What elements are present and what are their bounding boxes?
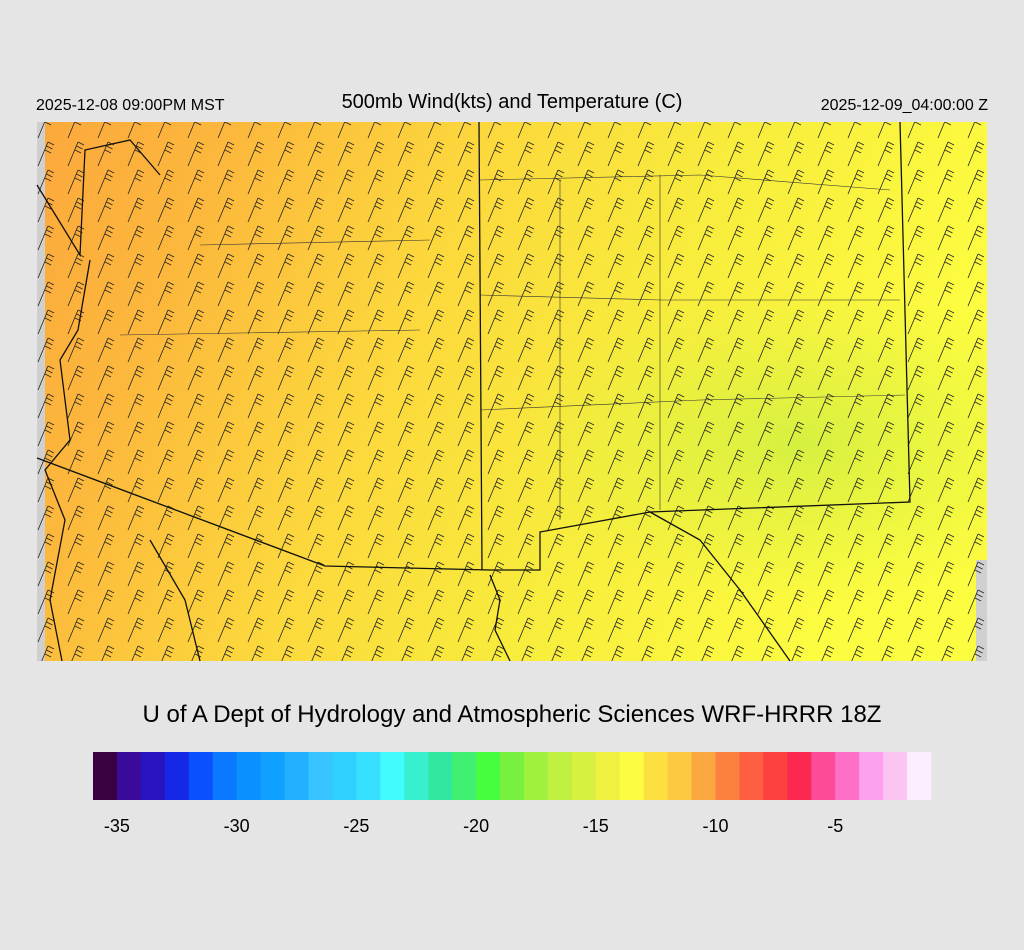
color-swatch — [428, 752, 453, 800]
color-swatch — [547, 752, 573, 800]
colorbar-tick-label: -35 — [104, 816, 130, 836]
color-swatch — [523, 752, 549, 800]
color-swatch — [571, 752, 597, 800]
color-swatch — [619, 752, 645, 800]
valid-time-utc: 2025-12-09_04:00:00 Z — [821, 97, 988, 114]
color-swatch — [643, 752, 669, 800]
colorbar-tick-label: -5 — [827, 816, 843, 836]
color-swatch — [907, 752, 932, 800]
color-swatch — [236, 752, 262, 800]
wind-barbs — [37, 122, 987, 661]
colorbar-tick-label: -20 — [463, 816, 489, 836]
color-swatch — [691, 752, 717, 800]
colorbar-tick-label: -25 — [343, 816, 369, 836]
color-swatch — [380, 752, 405, 800]
color-swatch — [476, 752, 501, 800]
color-swatch — [93, 752, 118, 800]
county-borders — [119, 174, 906, 520]
color-swatch — [859, 752, 884, 800]
color-swatch — [595, 752, 621, 800]
colorbar-tick-label: -10 — [703, 816, 729, 836]
color-swatch — [739, 752, 764, 800]
color-swatch — [404, 752, 429, 800]
valid-time-local: 2025-12-08 09:00PM MST — [36, 97, 225, 114]
color-swatch — [164, 752, 190, 800]
state-borders — [36, 121, 911, 662]
color-swatch — [667, 752, 693, 800]
color-swatch — [212, 752, 238, 800]
credit: U of A Dept of Hydrology and Atmospheric… — [143, 701, 882, 728]
color-swatch — [835, 752, 860, 800]
color-swatch — [787, 752, 812, 800]
color-swatch — [188, 752, 214, 800]
color-swatch — [332, 752, 357, 800]
color-swatch — [260, 752, 286, 800]
colorbar-tick-label: -15 — [583, 816, 609, 836]
color-swatch — [763, 752, 788, 800]
color-swatch — [452, 752, 477, 800]
color-swatch — [284, 752, 309, 800]
color-swatch — [811, 752, 836, 800]
color-swatch — [356, 752, 381, 800]
colorbar: -35 -30 -25 -20 -15 -10 -5 — [93, 752, 932, 836]
color-swatch — [140, 752, 166, 800]
map — [36, 121, 987, 662]
color-swatch — [883, 752, 908, 800]
map-title: 500mb Wind(kts) and Temperature (C) — [342, 91, 683, 113]
color-swatch — [116, 752, 142, 800]
colorbar-tick-label: -30 — [224, 816, 250, 836]
color-swatch — [500, 752, 525, 800]
color-swatch — [308, 752, 333, 800]
color-swatch — [715, 752, 740, 800]
